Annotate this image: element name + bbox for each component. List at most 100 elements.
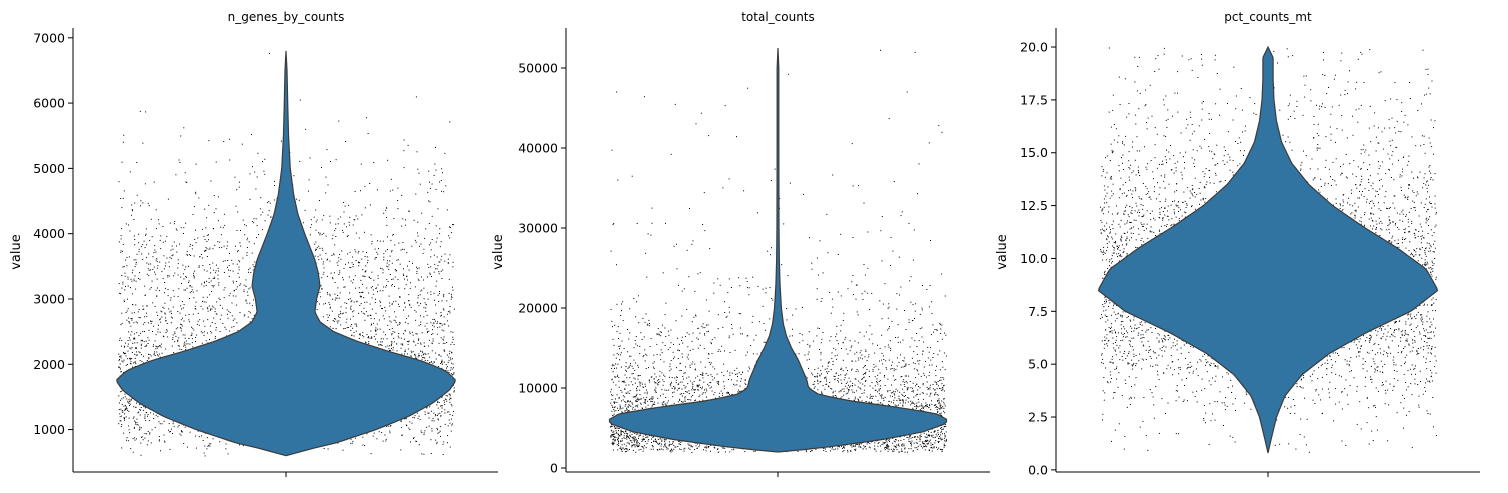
scatter-point (355, 251, 357, 253)
scatter-point (195, 447, 197, 449)
scatter-point (440, 259, 442, 261)
scatter-point (180, 305, 182, 307)
scatter-point (401, 434, 403, 436)
scatter-point (445, 364, 447, 366)
scatter-point (214, 311, 216, 313)
scatter-point (408, 340, 410, 342)
scatter-point (218, 270, 219, 272)
scatter-point (178, 159, 180, 161)
scatter-point (326, 149, 328, 151)
scatter-point (435, 358, 437, 360)
scatter-point (129, 400, 131, 402)
scatter-point (176, 245, 177, 247)
scatter-point (153, 344, 154, 346)
scatter-point (350, 329, 352, 331)
scatter-point (452, 224, 453, 226)
scatter-point (423, 434, 425, 436)
scatter-point (140, 343, 142, 345)
scatter-point (391, 347, 392, 349)
scatter-point (389, 345, 391, 347)
scatter-point (268, 201, 270, 202)
scatter-point (439, 426, 441, 428)
scatter-point (426, 328, 428, 330)
scatter-point (139, 414, 141, 416)
scatter-point (122, 250, 124, 252)
scatter-point (130, 318, 132, 320)
scatter-point (126, 310, 128, 312)
scatter-point (448, 356, 450, 358)
scatter-point (246, 291, 248, 293)
scatter-point (408, 210, 410, 212)
scatter-point (148, 339, 150, 341)
scatter-point (321, 288, 323, 290)
scatter-point (210, 280, 212, 282)
scatter-point (338, 257, 340, 259)
scatter-point (219, 299, 221, 300)
scatter-point (150, 355, 152, 357)
scatter-point (169, 448, 171, 450)
scatter-point (424, 430, 426, 432)
scatter-point (381, 341, 383, 343)
scatter-point (386, 338, 388, 340)
scatter-point (377, 284, 379, 286)
scatter-point (125, 355, 127, 357)
scatter-point (405, 418, 407, 420)
scatter-point (437, 401, 439, 403)
scatter-point (449, 350, 451, 352)
scatter-point (123, 266, 125, 268)
scatter-point (182, 334, 184, 336)
scatter-point (211, 332, 213, 334)
scatter-point (136, 253, 138, 255)
scatter-point (355, 260, 357, 261)
scatter-point (156, 295, 158, 297)
scatter-point (443, 323, 445, 325)
scatter-point (439, 261, 441, 263)
scatter-point (332, 234, 334, 236)
scatter-point (144, 322, 146, 324)
scatter-point (132, 438, 134, 440)
scatter-point (183, 345, 185, 347)
scatter-point (429, 362, 431, 363)
scatter-point (216, 301, 218, 303)
scatter-point (444, 398, 446, 400)
scatter-point (165, 317, 166, 319)
scatter-point (162, 241, 164, 243)
scatter-point (352, 311, 353, 313)
scatter-point (334, 230, 336, 232)
scatter-point (317, 256, 319, 258)
scatter-point (412, 340, 414, 342)
scatter-point (134, 353, 136, 355)
scatter-point (158, 290, 160, 292)
scatter-point (191, 338, 193, 340)
scatter-point (173, 223, 175, 225)
scatter-point (352, 440, 354, 442)
scatter-point (118, 366, 120, 368)
scatter-point (140, 347, 142, 349)
scatter-point (424, 359, 426, 361)
scatter-point (164, 240, 166, 242)
scatter-point (333, 272, 335, 274)
scatter-point (357, 261, 359, 263)
scatter-point (392, 189, 394, 191)
scatter-point (406, 275, 408, 277)
scatter-point (392, 349, 394, 351)
scatter-point (154, 273, 156, 275)
scatter-point (142, 308, 144, 310)
scatter-point (183, 233, 184, 234)
scatter-point (319, 232, 321, 234)
scatter-point (120, 198, 122, 199)
scatter-point (418, 172, 420, 174)
scatter-point (208, 239, 209, 241)
scatter-point (353, 279, 354, 281)
scatter-point (185, 266, 187, 268)
scatter-point (188, 280, 190, 282)
scatter-point (452, 336, 454, 338)
scatter-point (423, 357, 425, 358)
scatter-point (132, 451, 134, 453)
scatter-point (181, 308, 182, 310)
scatter-point (452, 423, 454, 425)
scatter-point (365, 265, 367, 267)
scatter-point (142, 305, 144, 307)
scatter-point (448, 372, 450, 374)
scatter-point (214, 337, 216, 339)
